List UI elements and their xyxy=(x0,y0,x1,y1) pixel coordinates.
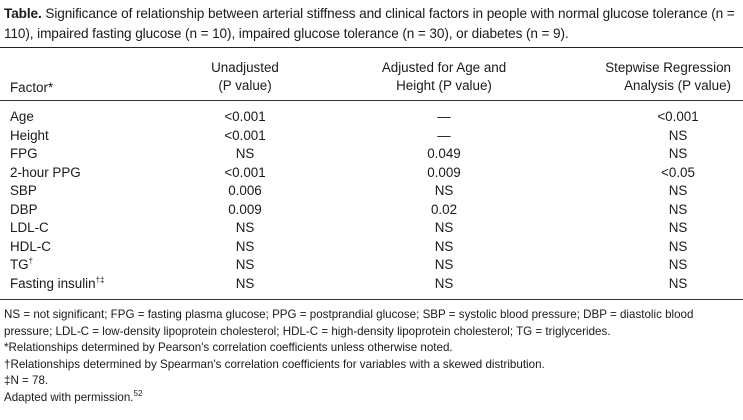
row-unadjusted: NS xyxy=(235,257,255,272)
table-title-text: Significance of relationship between art… xyxy=(4,6,735,41)
row-unadjusted: <0.001 xyxy=(224,127,266,143)
row-factor-label: Fasting insulin xyxy=(10,275,96,291)
row-adjusted: — xyxy=(437,109,451,124)
table-bottom-rule xyxy=(0,299,743,300)
table-row: HDL-C NS NS NS xyxy=(0,238,743,256)
header-unadjusted-line2: (P value) xyxy=(218,78,272,93)
row-unadjusted: <0.001 xyxy=(224,109,266,124)
table-row: 2-hour PPG <0.001 0.009 <0.05 xyxy=(0,164,743,182)
row-factor-label: TG xyxy=(10,257,29,272)
row-adjusted: NS xyxy=(434,183,454,198)
row-stepwise: NS xyxy=(668,127,688,143)
row-stepwise: NS xyxy=(668,220,688,235)
row-factor: SBP xyxy=(10,183,37,198)
header-factor: Factor* xyxy=(10,80,54,95)
row-factor: TG† xyxy=(10,256,210,274)
table-row: Fasting insulin†‡ NS NS NS xyxy=(0,275,743,293)
row-factor: FPG xyxy=(10,146,38,161)
row-adjusted: 0.02 xyxy=(430,201,458,217)
dagger-marks: †‡ xyxy=(95,275,105,285)
header-bottom-rule xyxy=(0,100,743,101)
header-top-rule xyxy=(0,47,743,48)
table-row: FPG NS 0.049 NS xyxy=(0,145,743,163)
row-adjusted: NS xyxy=(434,275,454,291)
row-stepwise: NS xyxy=(668,201,688,217)
row-stepwise: <0.001 xyxy=(657,109,699,124)
table-title: Table. Significance of relationship betw… xyxy=(4,4,740,44)
row-adjusted: 0.009 xyxy=(427,164,461,180)
table-row: DBP 0.009 0.02 NS xyxy=(0,201,743,219)
row-stepwise: NS xyxy=(668,257,688,272)
footnote-adapted: Adapted with permission.52 xyxy=(4,390,740,407)
footnote-star: *Relationships determined by Pearson's c… xyxy=(4,341,453,355)
reference-number: 52 xyxy=(133,389,143,399)
row-unadjusted: NS xyxy=(235,238,255,254)
footnote-dagger: †Relationships determined by Spearman's … xyxy=(4,357,545,371)
table-row: SBP 0.006 NS NS xyxy=(0,182,743,200)
row-unadjusted: NS xyxy=(235,275,255,291)
row-factor: Age xyxy=(10,109,34,124)
row-factor: DBP xyxy=(10,201,38,217)
table-row: LDL-C NS NS NS xyxy=(0,219,743,237)
table-row: TG† NS NS NS xyxy=(0,256,743,274)
row-factor: HDL-C xyxy=(10,238,51,254)
header-stepwise-line2: Analysis (P value) xyxy=(624,78,731,93)
row-unadjusted: NS xyxy=(235,220,255,235)
header-stepwise-line1: Stepwise Regression xyxy=(605,60,731,75)
row-factor: 2-hour PPG xyxy=(10,164,81,180)
row-stepwise: NS xyxy=(668,238,688,254)
row-factor: Height xyxy=(10,127,49,143)
row-factor: LDL-C xyxy=(10,220,49,235)
row-adjusted: NS xyxy=(434,220,454,235)
row-unadjusted: 0.009 xyxy=(228,201,262,217)
footnote-double-dagger: ‡N = 78. xyxy=(4,374,49,388)
row-adjusted: 0.049 xyxy=(427,146,461,161)
table-row: Height <0.001 — NS xyxy=(0,127,743,145)
header-unadjusted-line1: Unadjusted xyxy=(211,60,279,75)
row-stepwise: NS xyxy=(668,275,688,291)
footnote-abbreviations: NS = not significant; FPG = fasting plas… xyxy=(4,308,694,338)
row-factor: Fasting insulin†‡ xyxy=(10,275,210,293)
header-adjusted-line2: Height (P value) xyxy=(396,78,492,93)
row-adjusted: NS xyxy=(434,257,454,272)
row-unadjusted: NS xyxy=(235,146,255,161)
table-footnotes: NS = not significant; FPG = fasting plas… xyxy=(4,307,740,407)
header-adjusted-line1: Adjusted for Age and xyxy=(381,60,507,75)
table-row: Age <0.001 — <0.001 xyxy=(0,108,743,126)
row-unadjusted: <0.001 xyxy=(224,164,266,180)
row-stepwise: <0.05 xyxy=(661,164,695,180)
adapted-text: Adapted with permission. xyxy=(4,390,134,404)
row-unadjusted: 0.006 xyxy=(228,183,262,198)
dagger-mark: † xyxy=(28,256,34,266)
table-title-lead: Table. xyxy=(4,6,42,21)
row-stepwise: NS xyxy=(668,146,688,161)
row-adjusted: NS xyxy=(434,238,454,254)
row-adjusted: — xyxy=(437,127,451,143)
row-stepwise: NS xyxy=(668,183,688,198)
